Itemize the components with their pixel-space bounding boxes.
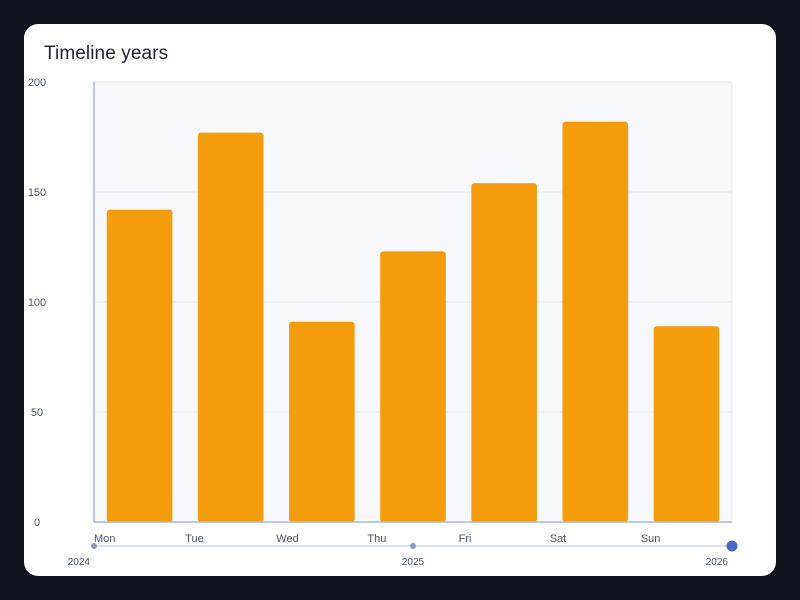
x-tick-label: Thu — [367, 533, 386, 545]
y-tick-label: 200 — [28, 77, 46, 89]
x-axis-ticks: Mon Tue Wed Thu Fri Sat Sun — [94, 533, 660, 545]
timeline-label: 2024 — [68, 557, 91, 568]
x-tick-label: Fri — [459, 533, 472, 545]
timeline-handle[interactable] — [726, 540, 738, 552]
bar — [106, 209, 173, 522]
bar — [197, 132, 264, 522]
bars — [106, 121, 720, 522]
timeline-stop[interactable] — [410, 543, 416, 549]
bar — [380, 251, 446, 522]
x-tick-label: Tue — [185, 533, 204, 545]
y-axis-ticks: 0 50 100 150 200 — [28, 77, 46, 529]
y-tick-label: 100 — [28, 297, 46, 309]
x-tick-label: Mon — [94, 533, 115, 545]
x-tick-label: Sun — [641, 533, 661, 545]
bar — [562, 121, 629, 522]
bar — [289, 321, 355, 522]
timeline-stop[interactable] — [91, 543, 97, 549]
x-tick-label: Wed — [276, 533, 298, 545]
y-tick-label: 150 — [28, 187, 46, 199]
timeline-label: 2026 — [706, 557, 729, 568]
timeline-label: 2025 — [402, 557, 425, 568]
bar — [653, 326, 720, 522]
chart-card: Timeline years 0 50 100 150 200 Mon Tue Wed Thu… — [24, 24, 776, 576]
timeline-slider[interactable]: 2024 2025 2026 — [68, 540, 738, 569]
y-tick-label: 50 — [31, 407, 43, 419]
chart-title: Timeline years — [44, 43, 169, 64]
y-tick-label: 0 — [34, 517, 40, 529]
bar — [471, 183, 537, 522]
x-tick-label: Sat — [550, 533, 567, 545]
axes — [93, 82, 732, 523]
